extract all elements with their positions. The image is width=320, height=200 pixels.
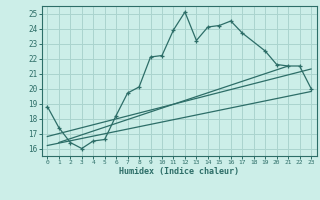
X-axis label: Humidex (Indice chaleur): Humidex (Indice chaleur) — [119, 167, 239, 176]
